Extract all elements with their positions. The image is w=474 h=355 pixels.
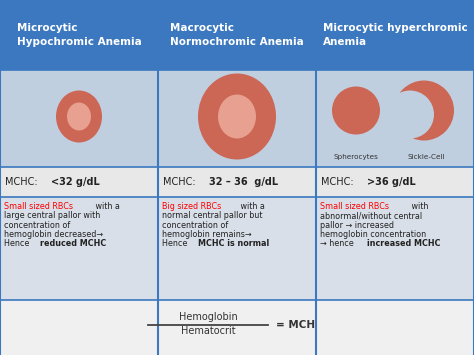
Bar: [158, 70, 316, 167]
Text: Hence: Hence: [4, 239, 32, 248]
Bar: [0, 197, 474, 300]
Text: Spherocytes: Spherocytes: [334, 154, 378, 160]
Text: Small sized RBCs: Small sized RBCs: [320, 202, 389, 211]
Ellipse shape: [198, 73, 276, 159]
Circle shape: [332, 87, 380, 135]
Text: MCHC:: MCHC:: [5, 177, 41, 187]
Text: Small sized RBCs: Small sized RBCs: [4, 202, 73, 211]
Text: MCHC:: MCHC:: [321, 177, 357, 187]
Text: hemoglobin remains→: hemoglobin remains→: [162, 230, 252, 239]
Text: normal central pallor but: normal central pallor but: [162, 211, 263, 220]
Bar: [316, 0, 474, 70]
Text: hemoglobin decreased→: hemoglobin decreased→: [4, 230, 103, 239]
Text: abnormal/without central: abnormal/without central: [320, 211, 422, 220]
Bar: [0, 0, 158, 70]
Text: Hematocrit: Hematocrit: [181, 327, 235, 337]
Text: <32 g/dL: <32 g/dL: [51, 177, 100, 187]
Text: >36 g/dL: >36 g/dL: [367, 177, 416, 187]
Ellipse shape: [56, 91, 102, 142]
Text: Big sized RBCs: Big sized RBCs: [162, 202, 221, 211]
Text: with: with: [409, 202, 428, 211]
Text: → hence: → hence: [320, 239, 356, 248]
Text: Sickle-Cell: Sickle-Cell: [407, 154, 445, 160]
Bar: [158, 0, 316, 70]
Circle shape: [386, 91, 434, 138]
Text: Hemoglobin: Hemoglobin: [179, 312, 237, 322]
Text: concentration of: concentration of: [162, 220, 228, 230]
Bar: [0, 70, 158, 167]
Text: Hence: Hence: [162, 239, 190, 248]
Text: with a: with a: [238, 202, 265, 211]
Ellipse shape: [218, 94, 256, 138]
Text: pallor → increased: pallor → increased: [320, 220, 394, 230]
Text: 32 – 36  g/dL: 32 – 36 g/dL: [209, 177, 278, 187]
Text: MCHC is normal: MCHC is normal: [198, 239, 269, 248]
Text: large central pallor with: large central pallor with: [4, 211, 100, 220]
Text: MCHC:: MCHC:: [163, 177, 199, 187]
Circle shape: [394, 81, 454, 141]
Text: concentration of: concentration of: [4, 220, 70, 230]
Text: with a: with a: [93, 202, 120, 211]
Text: = MCH: = MCH: [276, 320, 315, 329]
Text: hemoglobin concentration: hemoglobin concentration: [320, 230, 426, 239]
Text: Macrocytic
Normochromic Anemia: Macrocytic Normochromic Anemia: [170, 23, 304, 47]
Ellipse shape: [67, 103, 91, 131]
Bar: [0, 300, 474, 355]
Text: increased MCHC: increased MCHC: [367, 239, 440, 248]
Text: Microcytic
Hypochromic Anemia: Microcytic Hypochromic Anemia: [17, 23, 141, 47]
Text: Microcytic hyperchromic
Anemia: Microcytic hyperchromic Anemia: [323, 23, 467, 47]
Bar: [316, 70, 474, 167]
Text: reduced MCHC: reduced MCHC: [40, 239, 106, 248]
Bar: [0, 167, 474, 197]
